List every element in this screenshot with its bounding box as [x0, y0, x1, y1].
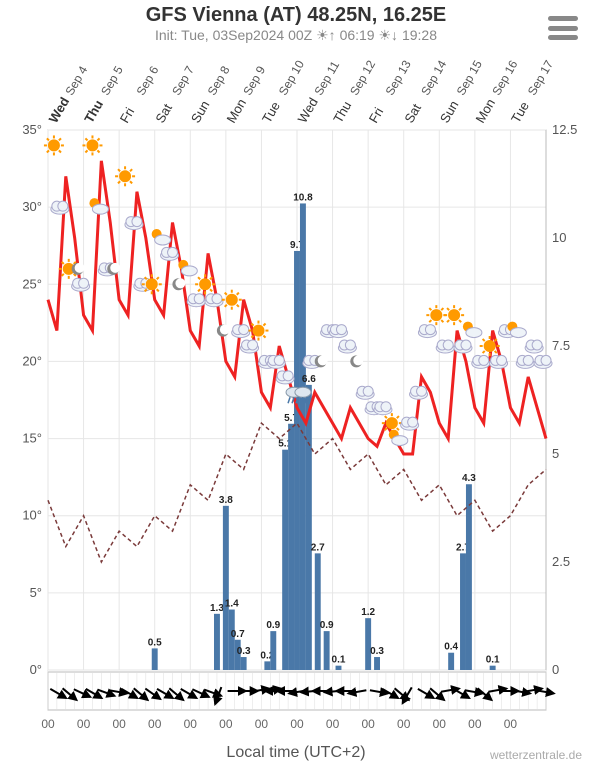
svg-text:00: 00	[219, 717, 233, 731]
svg-text:0.3: 0.3	[370, 646, 384, 657]
svg-text:00: 00	[255, 717, 269, 731]
svg-text:00: 00	[77, 717, 91, 731]
svg-text:0.9: 0.9	[320, 620, 334, 631]
svg-text:00: 00	[326, 717, 340, 731]
sunrise-icon: ☀↑	[316, 27, 336, 43]
svg-text:10: 10	[552, 230, 566, 245]
svg-text:Sat: Sat	[401, 101, 424, 126]
svg-text:Mon: Mon	[472, 96, 498, 125]
svg-text:3.8: 3.8	[219, 495, 233, 506]
svg-text:00: 00	[433, 717, 447, 731]
svg-text:00: 00	[504, 717, 518, 731]
svg-text:Sep 10: Sep 10	[276, 58, 307, 98]
svg-text:Thu: Thu	[330, 99, 354, 126]
svg-text:Sep 11: Sep 11	[311, 58, 342, 97]
svg-text:00: 00	[361, 717, 375, 731]
svg-text:0.4: 0.4	[444, 642, 458, 653]
init-label: Init: Tue, 03Sep2024 00Z	[155, 27, 312, 43]
svg-text:Sep 9: Sep 9	[240, 63, 268, 97]
svg-text:0.3: 0.3	[237, 646, 251, 657]
svg-text:4.3: 4.3	[462, 473, 476, 484]
svg-text:Sep 4: Sep 4	[62, 63, 90, 97]
svg-text:Wed: Wed	[295, 95, 321, 125]
svg-text:Sep 7: Sep 7	[169, 63, 197, 97]
svg-text:Sun: Sun	[437, 98, 462, 126]
svg-text:Thu: Thu	[81, 97, 106, 125]
svg-text:00: 00	[468, 717, 482, 731]
svg-text:Sat: Sat	[152, 101, 175, 126]
svg-text:Fri: Fri	[117, 105, 138, 126]
svg-text:5: 5	[552, 446, 559, 461]
sunset-icon: ☀↓	[379, 27, 399, 43]
svg-text:Sep 13: Sep 13	[383, 58, 414, 98]
svg-text:00: 00	[184, 717, 198, 731]
svg-text:0.5: 0.5	[148, 637, 162, 648]
svg-text:1.4: 1.4	[225, 599, 239, 610]
svg-text:0: 0	[552, 662, 559, 677]
svg-text:00: 00	[148, 717, 162, 731]
svg-text:00: 00	[290, 717, 304, 731]
svg-text:0.9: 0.9	[266, 620, 280, 631]
svg-text:20°: 20°	[22, 353, 42, 368]
meteogram-chart: 0°5°10°15°20°25°30°35°02.557.51012.5Wed …	[6, 50, 582, 760]
svg-text:Mon: Mon	[223, 96, 249, 125]
svg-text:Sep 15: Sep 15	[454, 58, 485, 98]
svg-text:30°: 30°	[22, 199, 42, 214]
svg-text:0.7: 0.7	[231, 629, 245, 640]
svg-text:00: 00	[397, 717, 411, 731]
svg-text:Sep 6: Sep 6	[134, 63, 162, 97]
svg-text:Fri: Fri	[366, 105, 387, 126]
svg-text:25°: 25°	[22, 276, 42, 291]
svg-text:Sep 14: Sep 14	[418, 58, 449, 98]
svg-text:12.5: 12.5	[552, 122, 577, 137]
svg-text:Wed: Wed	[46, 94, 73, 125]
svg-text:00: 00	[41, 717, 55, 731]
menu-button[interactable]	[548, 16, 578, 40]
svg-text:1.3: 1.3	[210, 603, 224, 614]
svg-text:5°: 5°	[30, 585, 42, 600]
svg-text:10°: 10°	[22, 508, 42, 523]
svg-text:Sep 5: Sep 5	[98, 63, 126, 97]
credit-label: wetterzentrale.de	[490, 748, 582, 762]
svg-text:0.1: 0.1	[332, 655, 346, 666]
svg-text:Tue: Tue	[259, 99, 283, 125]
svg-text:10.8: 10.8	[293, 192, 313, 203]
chart-subtitle: Init: Tue, 03Sep2024 00Z ☀↑ 06:19 ☀↓ 19:…	[0, 27, 592, 44]
svg-text:Sep 16: Sep 16	[489, 58, 520, 98]
sunset-time: 19:28	[402, 27, 437, 43]
chart-header: GFS Vienna (AT) 48.25N, 16.25E Init: Tue…	[0, 0, 592, 44]
svg-text:00: 00	[112, 717, 126, 731]
svg-text:Sun: Sun	[188, 98, 213, 126]
svg-text:Sep 8: Sep 8	[205, 63, 233, 97]
svg-text:0°: 0°	[30, 662, 42, 677]
svg-text:6.6: 6.6	[302, 374, 316, 385]
svg-text:0.1: 0.1	[486, 655, 500, 666]
svg-text:35°: 35°	[22, 122, 42, 137]
svg-text:15°: 15°	[22, 431, 42, 446]
svg-text:Tue: Tue	[508, 99, 532, 125]
svg-text:1.2: 1.2	[361, 607, 375, 618]
svg-text:2.7: 2.7	[311, 542, 325, 553]
svg-text:Sep 12: Sep 12	[347, 58, 378, 98]
svg-text:Sep 17: Sep 17	[525, 58, 556, 98]
svg-text:7.5: 7.5	[552, 338, 570, 353]
chart-title: GFS Vienna (AT) 48.25N, 16.25E	[0, 4, 592, 27]
sunrise-time: 06:19	[340, 27, 375, 43]
svg-text:2.5: 2.5	[552, 554, 570, 569]
